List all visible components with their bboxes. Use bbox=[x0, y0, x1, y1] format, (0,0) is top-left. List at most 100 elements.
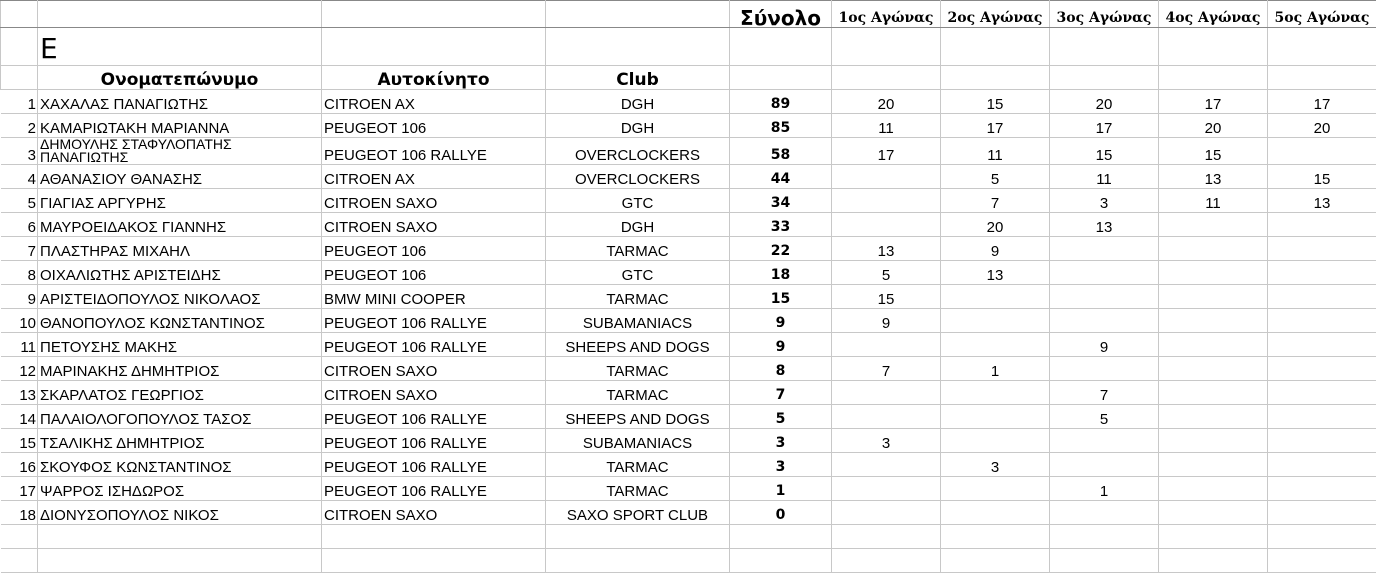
race-1-points-cell[interactable] bbox=[832, 189, 941, 213]
club-cell[interactable]: TARMAC bbox=[546, 477, 730, 501]
cell[interactable] bbox=[1159, 28, 1268, 66]
cell[interactable] bbox=[941, 525, 1050, 549]
position-cell[interactable]: 9 bbox=[1, 285, 38, 309]
cell[interactable] bbox=[1159, 525, 1268, 549]
race-1-points-cell[interactable]: 15 bbox=[832, 285, 941, 309]
club-cell[interactable]: SHEEPS AND DOGS bbox=[546, 405, 730, 429]
total-cell[interactable]: 33 bbox=[730, 213, 832, 237]
race-4-points-cell[interactable] bbox=[1159, 357, 1268, 381]
total-cell[interactable]: 34 bbox=[730, 189, 832, 213]
race-1-points-cell[interactable] bbox=[832, 501, 941, 525]
race-4-points-cell[interactable] bbox=[1159, 381, 1268, 405]
car-cell[interactable]: PEUGEOT 106 bbox=[322, 261, 546, 285]
race-1-points-cell[interactable]: 20 bbox=[832, 90, 941, 114]
car-cell[interactable]: CITROEN SAXO bbox=[322, 381, 546, 405]
race-5-points-cell[interactable] bbox=[1268, 333, 1376, 357]
race-3-points-cell[interactable] bbox=[1050, 237, 1159, 261]
race-4-points-cell[interactable] bbox=[1159, 285, 1268, 309]
race-2-points-cell[interactable]: 1 bbox=[941, 357, 1050, 381]
race-4-points-cell[interactable] bbox=[1159, 405, 1268, 429]
race-5-points-cell[interactable] bbox=[1268, 138, 1376, 165]
driver-name-cell[interactable]: ΤΣΑΛΙΚΗΣ ΔΗΜΗΤΡΙΟΣ bbox=[38, 429, 322, 453]
position-cell[interactable]: 3 bbox=[1, 138, 38, 165]
race-2-points-cell[interactable] bbox=[941, 429, 1050, 453]
driver-name-cell[interactable]: ΣΚΟΥΦΟΣ ΚΩΝΣΤΑΝΤΙΝΟΣ bbox=[38, 453, 322, 477]
name-header[interactable]: Ονοματεπώνυμο bbox=[38, 66, 322, 90]
driver-name-cell[interactable]: ΔΙΟΝΥΣΟΠΟΥΛΟΣ ΝΙΚΟΣ bbox=[38, 501, 322, 525]
club-cell[interactable]: GTC bbox=[546, 189, 730, 213]
driver-name-cell[interactable]: ΚΑΜΑΡΙΩΤΑΚΗ ΜΑΡΙΑΝΝΑ bbox=[38, 114, 322, 138]
club-cell[interactable]: TARMAC bbox=[546, 453, 730, 477]
race-1-points-cell[interactable]: 3 bbox=[832, 429, 941, 453]
cell[interactable] bbox=[1, 1, 38, 28]
driver-name-cell[interactable]: ΠΑΛΑΙΟΛΟΓΟΠΟΥΛΟΣ ΤΑΣΟΣ bbox=[38, 405, 322, 429]
car-cell[interactable]: PEUGEOT 106 RALLYE bbox=[322, 453, 546, 477]
race-3-points-cell[interactable]: 7 bbox=[1050, 381, 1159, 405]
race-4-points-cell[interactable] bbox=[1159, 309, 1268, 333]
race-5-points-cell[interactable] bbox=[1268, 453, 1376, 477]
car-cell[interactable]: PEUGEOT 106 RALLYE bbox=[322, 405, 546, 429]
race-3-points-cell[interactable] bbox=[1050, 429, 1159, 453]
driver-name-cell[interactable]: ΨΑΡΡΟΣ ΙΣΗΔΩΡΟΣ bbox=[38, 477, 322, 501]
car-cell[interactable]: CITROEN AX bbox=[322, 165, 546, 189]
club-cell[interactable]: SUBAMANIACS bbox=[546, 429, 730, 453]
cell[interactable] bbox=[546, 525, 730, 549]
club-cell[interactable]: DGH bbox=[546, 213, 730, 237]
race-3-points-cell[interactable]: 20 bbox=[1050, 90, 1159, 114]
cell[interactable] bbox=[546, 28, 730, 66]
club-cell[interactable]: TARMAC bbox=[546, 237, 730, 261]
race-3-points-cell[interactable]: 3 bbox=[1050, 189, 1159, 213]
car-cell[interactable]: PEUGEOT 106 bbox=[322, 237, 546, 261]
race-1-points-cell[interactable] bbox=[832, 333, 941, 357]
race-3-points-cell[interactable] bbox=[1050, 285, 1159, 309]
race-4-points-cell[interactable] bbox=[1159, 429, 1268, 453]
cell[interactable] bbox=[1050, 66, 1159, 90]
cell[interactable] bbox=[1268, 28, 1376, 66]
car-cell[interactable]: CITROEN SAXO bbox=[322, 501, 546, 525]
total-cell[interactable]: 0 bbox=[730, 501, 832, 525]
cell[interactable] bbox=[1268, 525, 1376, 549]
race-2-points-cell[interactable] bbox=[941, 309, 1050, 333]
race-4-points-cell[interactable]: 13 bbox=[1159, 165, 1268, 189]
driver-name-cell[interactable]: ΠΛΑΣΤΗΡΑΣ ΜΙΧΑΗΛ bbox=[38, 237, 322, 261]
race-2-points-cell[interactable]: 20 bbox=[941, 213, 1050, 237]
race-5-points-cell[interactable] bbox=[1268, 429, 1376, 453]
race-2-points-cell[interactable]: 13 bbox=[941, 261, 1050, 285]
cell[interactable] bbox=[941, 66, 1050, 90]
total-cell[interactable]: 9 bbox=[730, 333, 832, 357]
race-2-points-cell[interactable] bbox=[941, 285, 1050, 309]
car-cell[interactable]: PEUGEOT 106 RALLYE bbox=[322, 309, 546, 333]
position-cell[interactable]: 16 bbox=[1, 453, 38, 477]
race-4-points-cell[interactable]: 20 bbox=[1159, 114, 1268, 138]
race-3-points-cell[interactable] bbox=[1050, 309, 1159, 333]
cell[interactable] bbox=[832, 66, 941, 90]
race-2-points-cell[interactable]: 15 bbox=[941, 90, 1050, 114]
driver-name-cell[interactable]: ΜΑΡΙΝΑΚΗΣ ΔΗΜΗΤΡΙΟΣ bbox=[38, 357, 322, 381]
race-1-points-cell[interactable] bbox=[832, 405, 941, 429]
cell[interactable] bbox=[730, 28, 832, 66]
car-header[interactable]: Αυτοκίνητο bbox=[322, 66, 546, 90]
race-4-points-cell[interactable] bbox=[1159, 213, 1268, 237]
club-cell[interactable]: DGH bbox=[546, 114, 730, 138]
race-1-points-cell[interactable]: 5 bbox=[832, 261, 941, 285]
driver-name-cell[interactable]: ΣΚΑΡΛΑΤΟΣ ΓΕΩΡΓΙΟΣ bbox=[38, 381, 322, 405]
race-5-points-cell[interactable] bbox=[1268, 213, 1376, 237]
race-3-points-cell[interactable]: 11 bbox=[1050, 165, 1159, 189]
total-cell[interactable]: 18 bbox=[730, 261, 832, 285]
club-cell[interactable]: SUBAMANIACS bbox=[546, 309, 730, 333]
race-4-points-cell[interactable] bbox=[1159, 453, 1268, 477]
position-cell[interactable]: 8 bbox=[1, 261, 38, 285]
race-3-points-cell[interactable] bbox=[1050, 501, 1159, 525]
car-cell[interactable]: PEUGEOT 106 RALLYE bbox=[322, 138, 546, 165]
total-cell[interactable]: 5 bbox=[730, 405, 832, 429]
club-cell[interactable]: SAXO SPORT CLUB bbox=[546, 501, 730, 525]
race-4-points-cell[interactable]: 17 bbox=[1159, 90, 1268, 114]
race-5-points-cell[interactable] bbox=[1268, 237, 1376, 261]
race-3-points-cell[interactable] bbox=[1050, 453, 1159, 477]
total-header[interactable]: Σύνολο bbox=[730, 1, 832, 28]
race-3-points-cell[interactable]: 17 bbox=[1050, 114, 1159, 138]
race-5-points-cell[interactable] bbox=[1268, 381, 1376, 405]
position-cell[interactable]: 18 bbox=[1, 501, 38, 525]
driver-name-cell[interactable]: ΘΑΝΟΠΟΥΛΟΣ ΚΩΝΣΤΑΝΤΙΝΟΣ bbox=[38, 309, 322, 333]
race-1-points-cell[interactable] bbox=[832, 381, 941, 405]
